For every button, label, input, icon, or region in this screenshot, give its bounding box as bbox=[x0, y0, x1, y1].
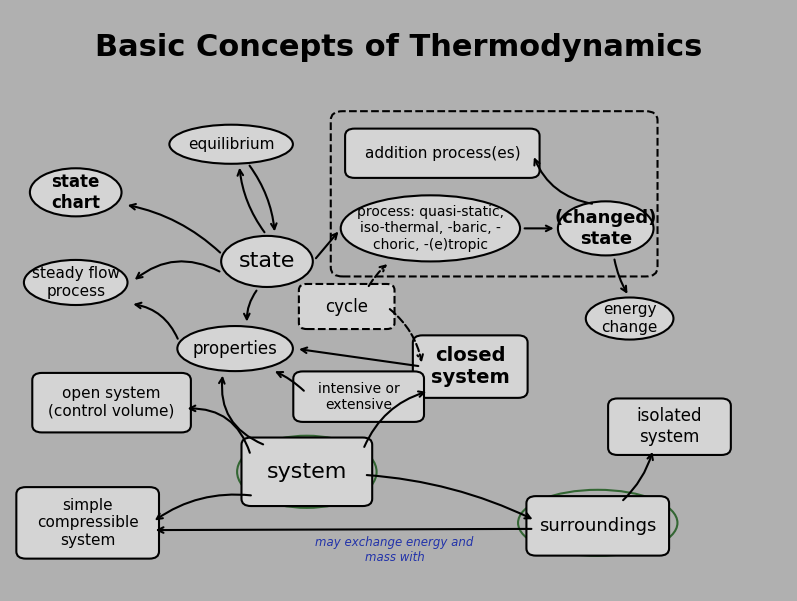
Text: Basic Concepts of Thermodynamics: Basic Concepts of Thermodynamics bbox=[95, 33, 702, 62]
Text: isolated
system: isolated system bbox=[637, 407, 702, 446]
Text: may exchange energy and
mass with: may exchange energy and mass with bbox=[316, 536, 473, 564]
Text: intensive or
extensive: intensive or extensive bbox=[318, 382, 399, 412]
FancyBboxPatch shape bbox=[299, 284, 395, 329]
Text: system: system bbox=[267, 462, 347, 482]
FancyBboxPatch shape bbox=[413, 335, 528, 398]
Text: (changed)
state: (changed) state bbox=[555, 209, 657, 248]
FancyBboxPatch shape bbox=[526, 496, 669, 555]
FancyBboxPatch shape bbox=[345, 129, 540, 178]
Text: steady flow
process: steady flow process bbox=[32, 266, 120, 299]
Text: process: quasi-static,
iso-thermal, -baric, -
choric, -(e)tropic: process: quasi-static, iso-thermal, -bar… bbox=[357, 205, 504, 252]
Text: state: state bbox=[239, 251, 295, 272]
Text: cycle: cycle bbox=[325, 297, 368, 316]
Ellipse shape bbox=[558, 201, 654, 255]
Ellipse shape bbox=[177, 326, 292, 371]
Text: closed
system: closed system bbox=[431, 346, 509, 387]
FancyBboxPatch shape bbox=[17, 487, 159, 559]
FancyBboxPatch shape bbox=[241, 438, 372, 506]
Ellipse shape bbox=[24, 260, 128, 305]
FancyBboxPatch shape bbox=[608, 398, 731, 455]
Text: equilibrium: equilibrium bbox=[188, 137, 274, 151]
Ellipse shape bbox=[30, 168, 122, 216]
FancyBboxPatch shape bbox=[293, 371, 424, 422]
FancyBboxPatch shape bbox=[33, 373, 190, 432]
Text: state
chart: state chart bbox=[51, 173, 100, 212]
Text: surroundings: surroundings bbox=[539, 517, 657, 535]
Ellipse shape bbox=[341, 195, 520, 261]
Text: properties: properties bbox=[193, 340, 277, 358]
Text: addition process(es): addition process(es) bbox=[364, 146, 520, 160]
Ellipse shape bbox=[222, 236, 312, 287]
Text: open system
(control volume): open system (control volume) bbox=[49, 386, 175, 419]
Ellipse shape bbox=[169, 124, 293, 164]
Text: simple
compressible
system: simple compressible system bbox=[37, 498, 139, 548]
Ellipse shape bbox=[586, 297, 673, 340]
Text: energy
change: energy change bbox=[602, 302, 658, 335]
